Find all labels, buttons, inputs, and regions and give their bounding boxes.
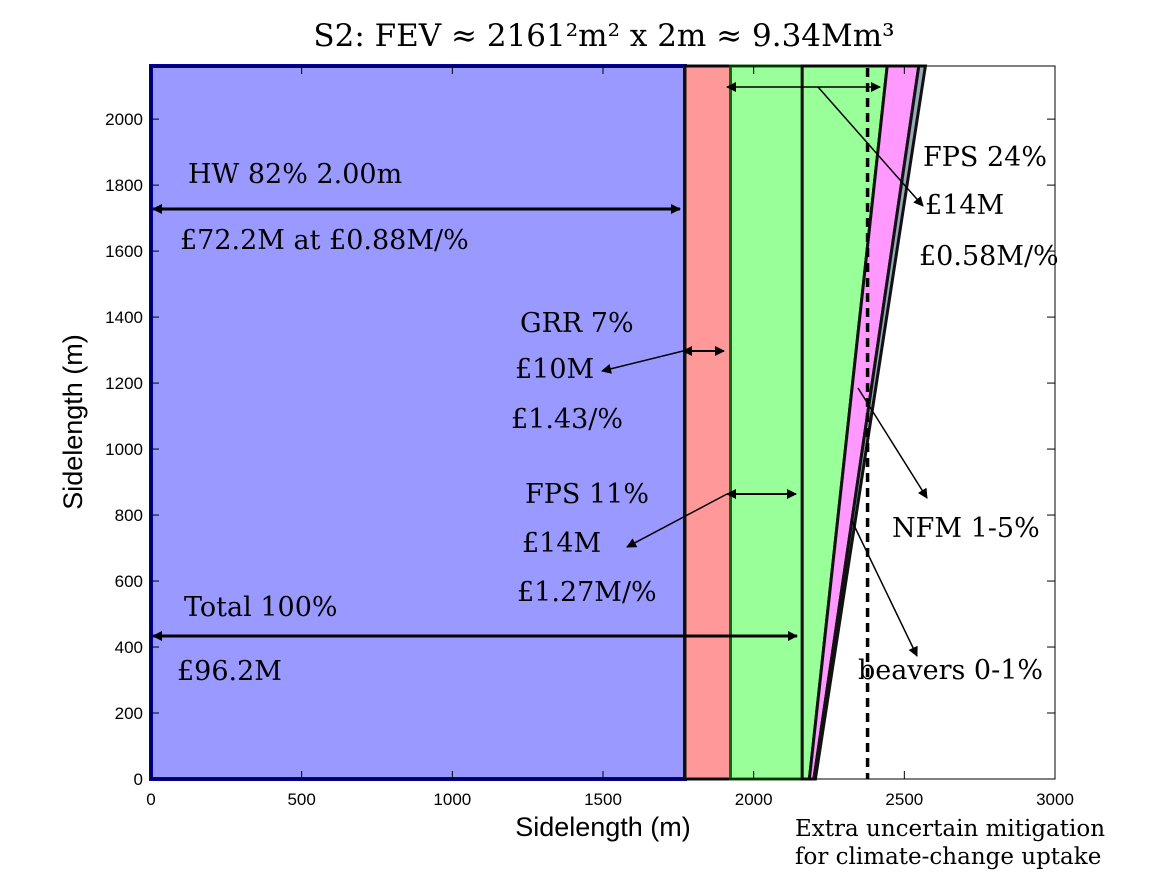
grr-rate: £1.43/% [511,404,623,435]
annotation-arrows [152,82,928,657]
annotation-labels: HW 82% 2.00m £72.2M at £0.88M/% GRR 7% £… [177,142,1105,870]
axis-ticks: 0 500 1000 1500 2000 2500 3000 0 200 400 600 800 100… [105,66,1074,809]
y-tick-label: 1200 [105,374,143,393]
total-label: Total 100% [184,592,338,623]
x-tick-label: 0 [146,790,155,809]
region-grr-1 [683,64,732,781]
y-tick-label: 400 [115,638,143,657]
fps2-pointer [817,86,924,207]
x-tick-label: 1500 [584,790,622,809]
hw-cost: £72.2M at £0.88M/% [180,225,469,256]
x-tick-label: 2000 [735,790,773,809]
grr-pointer [601,350,684,374]
chart-title: S2: FEV ≈ 2161²m² x 2m ≈ 9.34Mm³ [313,18,894,54]
y-tick-label: 600 [115,572,143,591]
y-tick-label: 200 [115,704,143,723]
climate-label-line1: Extra uncertain mitigation [795,816,1105,842]
beavers-label: beavers 0-1% [858,655,1043,686]
hw-label: HW 82% 2.00m [188,159,402,190]
x-axis-label: Sidelength (m) [515,812,691,842]
y-tick-label: 800 [115,506,143,525]
fps2-label: FPS 24% [923,142,1047,173]
y-tick-label: 1800 [105,176,143,195]
fps1-cost: £14M [522,528,601,559]
y-tick-label: 1600 [105,242,143,261]
fps1-rate: £1.27M/% [517,577,657,608]
y-tick-label: 1000 [105,440,143,459]
x-tick-label: 3000 [1036,790,1074,809]
y-tick-label: 1400 [105,308,143,327]
y-axis-label: Sidelength (m) [58,334,88,510]
x-tick-label: 1000 [433,790,471,809]
fps1-label: FPS 11% [525,479,649,510]
grr-cost: £10M [515,354,594,385]
plot-regions [149,64,928,781]
fps2-rate: £0.58M/% [919,241,1059,272]
climate-label-line2: for climate-change uptake [795,844,1101,870]
total-cost: £96.2M [177,656,282,687]
fps2-cost: £14M [925,190,1004,221]
x-tick-label: 2500 [885,790,923,809]
nfm-pointer [857,387,928,499]
nfm-label: NFM 1-5% [892,513,1040,544]
x-tick-label: 500 [287,790,315,809]
beavers-pointer [850,518,918,657]
region-fps-2 [729,64,804,781]
grr-label: GRR 7% [520,308,634,339]
y-tick-label: 0 [134,770,143,789]
y-tick-label: 2000 [105,110,143,129]
fps1-pointer [626,493,728,548]
